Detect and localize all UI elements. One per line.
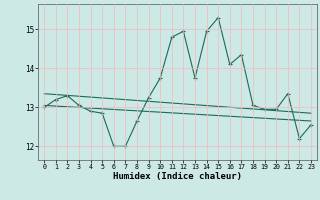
X-axis label: Humidex (Indice chaleur): Humidex (Indice chaleur) [113, 172, 242, 181]
